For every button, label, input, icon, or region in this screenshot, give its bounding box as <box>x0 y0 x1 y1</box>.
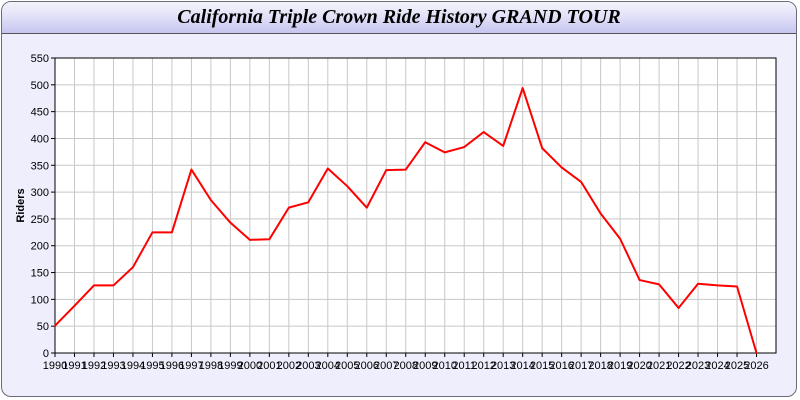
data-point <box>619 237 621 240</box>
data-point <box>190 168 193 171</box>
x-tick-label: 2000 <box>238 360 262 372</box>
plot-area <box>55 58 776 353</box>
data-point <box>288 206 290 209</box>
y-tick-label: 450 <box>31 107 49 119</box>
x-tick-label: 2013 <box>491 360 515 372</box>
data-point <box>249 239 251 241</box>
x-tick-label: 2001 <box>257 360 281 372</box>
data-point <box>580 181 582 183</box>
x-tick-label: 1991 <box>62 360 86 372</box>
y-tick-label: 100 <box>31 294 49 306</box>
data-point <box>229 221 232 224</box>
data-point <box>268 238 271 241</box>
x-tick-label: 2007 <box>374 360 398 372</box>
data-point <box>677 307 680 309</box>
x-tick-label: 2008 <box>394 360 418 372</box>
x-tick-label: 2022 <box>666 360 690 372</box>
x-tick-label: 2012 <box>471 360 495 372</box>
x-tick-label: 1993 <box>101 360 125 372</box>
x-tick-label: 2019 <box>608 360 632 372</box>
data-point <box>346 185 349 187</box>
x-tick-label: 2024 <box>705 360 729 372</box>
data-point <box>424 141 427 144</box>
x-tick-label: 2017 <box>569 360 593 372</box>
x-tick-label: 1990 <box>43 360 67 372</box>
x-tick-label: 2004 <box>316 360 340 372</box>
x-tick-label: 2005 <box>335 360 359 372</box>
data-point <box>560 166 563 169</box>
data-point <box>638 279 641 281</box>
x-tick-label: 2016 <box>549 360 573 372</box>
x-tick-label: 2010 <box>432 360 456 372</box>
x-tick-label: 1995 <box>140 360 164 372</box>
data-point <box>73 305 76 307</box>
data-point <box>365 206 368 209</box>
y-tick-label: 400 <box>31 133 49 145</box>
y-tick-label: 200 <box>31 241 49 253</box>
x-tick-label: 1998 <box>199 360 223 372</box>
data-point <box>404 168 407 171</box>
data-point <box>736 285 738 288</box>
x-tick-label: 2025 <box>725 360 749 372</box>
data-point <box>327 167 329 170</box>
data-point <box>112 284 115 287</box>
plot-border <box>54 57 777 354</box>
data-point <box>521 87 524 89</box>
x-tick-label: 2021 <box>647 360 671 372</box>
data-point <box>697 283 699 285</box>
x-tick-label: 1997 <box>179 360 203 372</box>
x-tick-label: 2011 <box>452 360 476 372</box>
x-tick-label: 1999 <box>218 360 242 372</box>
y-tick-label: 50 <box>37 321 49 333</box>
data-point <box>541 147 543 149</box>
x-tick-label: 2020 <box>627 360 651 372</box>
data-point <box>93 284 95 287</box>
x-tick-label: 2002 <box>277 360 301 372</box>
y-tick-label: 0 <box>43 348 49 360</box>
y-tick-label: 500 <box>31 80 49 92</box>
title-bar: California Triple Crown Ride History GRA… <box>2 2 796 34</box>
data-point <box>54 324 56 327</box>
y-tick-label: 300 <box>31 187 49 199</box>
x-tick-label: 2018 <box>588 360 612 372</box>
x-tick-label: 2023 <box>686 360 710 372</box>
data-point <box>599 212 602 215</box>
y-tick-label: 150 <box>31 268 49 280</box>
x-tick-label: 1994 <box>121 360 145 372</box>
data-point <box>658 283 660 286</box>
data-point <box>307 201 310 204</box>
x-tick-label: 2009 <box>413 360 437 372</box>
data-point <box>502 145 504 147</box>
x-tick-label: 1992 <box>82 360 106 372</box>
x-tick-label: 1996 <box>160 360 184 372</box>
x-tick-label: 2015 <box>530 360 554 372</box>
data-point <box>151 231 154 234</box>
data-point <box>132 266 134 268</box>
y-tick-label: 550 <box>31 53 49 65</box>
data-point <box>463 146 466 148</box>
data-point <box>716 284 719 287</box>
data-point <box>385 169 388 171</box>
data-point <box>443 151 446 154</box>
y-axis-label: Riders <box>15 188 27 222</box>
x-tick-label: 2003 <box>296 360 320 372</box>
data-point <box>210 199 212 201</box>
data-point <box>755 352 758 354</box>
x-tick-label: 2026 <box>744 360 768 372</box>
x-tick-label: 2006 <box>355 360 379 372</box>
x-tick-label: 2014 <box>510 360 534 372</box>
y-tick-label: 250 <box>31 214 49 226</box>
chart-title: California Triple Crown Ride History GRA… <box>177 6 621 28</box>
data-point <box>171 231 173 234</box>
y-tick-label: 350 <box>31 160 49 172</box>
data-point <box>482 131 485 133</box>
